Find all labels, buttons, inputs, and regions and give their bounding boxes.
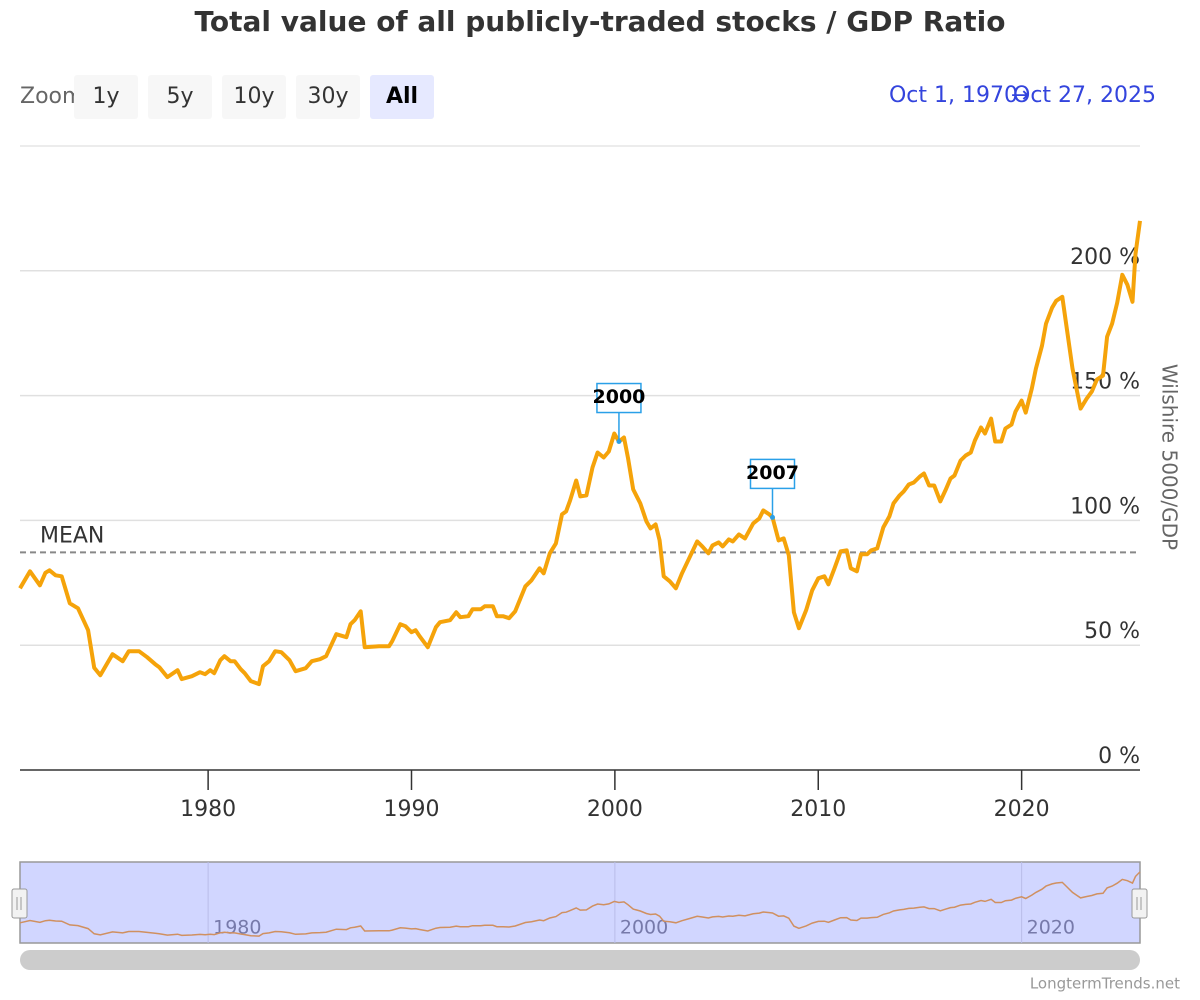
y-tick-label: 200 % [1070, 245, 1140, 270]
zoom-label: Zoom [20, 84, 83, 109]
y-tick-label: 50 % [1084, 619, 1140, 644]
date-to[interactable]: Oct 27, 2025 [1013, 83, 1156, 108]
y-tick-label: 0 % [1098, 744, 1140, 769]
chart-title: Total value of all publicly-traded stock… [195, 5, 1006, 38]
annotation-label: 2007 [746, 462, 799, 484]
navigator-handle[interactable] [11, 888, 28, 919]
zoom-button-label: All [386, 84, 418, 109]
zoom-button[interactable] [296, 75, 360, 119]
zoom-button[interactable] [370, 75, 434, 119]
annotation-box [596, 382, 642, 414]
annotation-point [769, 514, 775, 520]
credit: LongtermTrends.net [1030, 975, 1180, 993]
zoom-button[interactable] [74, 75, 138, 119]
line [18, 220, 1142, 687]
zoom-button-label: 10y [233, 84, 274, 109]
navigator-tick-label: 2020 [1027, 917, 1075, 939]
annotation-point [616, 439, 622, 445]
x-tick-label: 1980 [180, 797, 236, 822]
navigator-handle[interactable] [1131, 888, 1148, 919]
scrollbar[interactable] [20, 950, 1140, 970]
zoom-button[interactable] [148, 75, 212, 119]
x-tick-label: 1990 [384, 797, 440, 822]
zoom-button-label: 5y [166, 84, 193, 109]
annotation-label: 2000 [593, 386, 646, 408]
zoom-button-label: 30y [307, 84, 348, 109]
y-axis-title: Wilshire 5000/GDP [1158, 364, 1182, 550]
zoom-button[interactable] [222, 75, 286, 119]
navigator-mask [19, 861, 1141, 944]
annotation-box [749, 458, 796, 490]
date-from[interactable]: Oct 1, 1970 [889, 83, 1018, 108]
navigator-line [19, 871, 1141, 937]
x-tick-label: 2020 [994, 797, 1050, 822]
y-tick-label: 100 % [1070, 494, 1140, 519]
date-separator: → [1011, 83, 1029, 108]
zoom-button-label: 1y [92, 84, 119, 109]
navigator-tick-label: 2000 [620, 917, 668, 939]
mean-label: MEAN [40, 523, 104, 548]
x-tick-label: 2010 [790, 797, 846, 822]
x-tick-label: 2000 [587, 797, 643, 822]
